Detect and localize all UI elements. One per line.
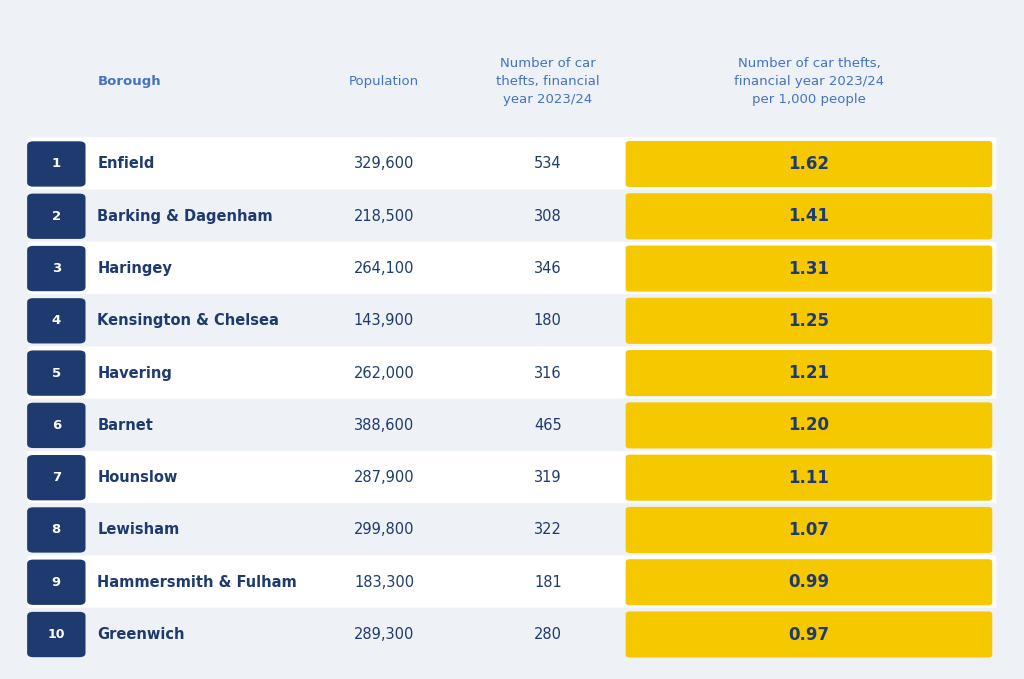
- FancyBboxPatch shape: [28, 399, 996, 452]
- FancyBboxPatch shape: [28, 350, 85, 396]
- Text: 143,900: 143,900: [354, 313, 414, 329]
- FancyBboxPatch shape: [626, 246, 992, 291]
- Text: 534: 534: [535, 156, 561, 172]
- Text: 280: 280: [534, 627, 562, 642]
- Text: 183,300: 183,300: [354, 574, 414, 590]
- Text: Haringey: Haringey: [97, 261, 172, 276]
- FancyBboxPatch shape: [28, 503, 996, 557]
- FancyBboxPatch shape: [28, 194, 85, 239]
- FancyBboxPatch shape: [28, 294, 996, 348]
- Text: Havering: Havering: [97, 365, 172, 381]
- Text: 180: 180: [534, 313, 562, 329]
- FancyBboxPatch shape: [28, 612, 85, 657]
- Text: 1: 1: [52, 158, 60, 170]
- Text: 319: 319: [535, 470, 561, 485]
- Text: Enfield: Enfield: [97, 156, 155, 172]
- FancyBboxPatch shape: [28, 451, 996, 504]
- FancyBboxPatch shape: [28, 559, 85, 605]
- FancyBboxPatch shape: [626, 455, 992, 500]
- Text: Kensington & Chelsea: Kensington & Chelsea: [97, 313, 280, 329]
- Text: 5: 5: [52, 367, 60, 380]
- Text: 1.11: 1.11: [788, 469, 829, 487]
- FancyBboxPatch shape: [28, 242, 996, 295]
- Text: 1.20: 1.20: [788, 416, 829, 435]
- Text: 10: 10: [47, 628, 66, 641]
- Text: 0.99: 0.99: [788, 573, 829, 591]
- Text: 218,500: 218,500: [353, 208, 415, 224]
- Text: 308: 308: [534, 208, 562, 224]
- Text: 316: 316: [535, 365, 561, 381]
- Text: Borough: Borough: [97, 75, 161, 88]
- Text: Greenwich: Greenwich: [97, 627, 184, 642]
- FancyBboxPatch shape: [28, 455, 85, 500]
- FancyBboxPatch shape: [28, 141, 85, 187]
- FancyBboxPatch shape: [28, 507, 85, 553]
- Text: 322: 322: [534, 522, 562, 538]
- Text: Hounslow: Hounslow: [97, 470, 177, 485]
- FancyBboxPatch shape: [626, 298, 992, 344]
- Text: Hammersmith & Fulham: Hammersmith & Fulham: [97, 574, 297, 590]
- Text: 1.31: 1.31: [788, 259, 829, 278]
- FancyBboxPatch shape: [626, 350, 992, 396]
- Text: 8: 8: [51, 524, 61, 536]
- Text: 329,600: 329,600: [354, 156, 414, 172]
- FancyBboxPatch shape: [28, 555, 996, 609]
- Text: 4: 4: [51, 314, 61, 327]
- FancyBboxPatch shape: [28, 137, 996, 191]
- FancyBboxPatch shape: [28, 346, 996, 400]
- Text: Barking & Dagenham: Barking & Dagenham: [97, 208, 273, 224]
- FancyBboxPatch shape: [28, 298, 85, 344]
- Text: Number of car thefts,
financial year 2023/24
per 1,000 people: Number of car thefts, financial year 202…: [734, 57, 884, 106]
- Text: 388,600: 388,600: [354, 418, 414, 433]
- FancyBboxPatch shape: [28, 608, 996, 661]
- FancyBboxPatch shape: [28, 403, 85, 448]
- Text: 262,000: 262,000: [353, 365, 415, 381]
- Text: 3: 3: [51, 262, 61, 275]
- Text: 7: 7: [52, 471, 60, 484]
- Text: 346: 346: [535, 261, 561, 276]
- Text: Population: Population: [349, 75, 419, 88]
- FancyBboxPatch shape: [28, 189, 996, 243]
- Text: 299,800: 299,800: [353, 522, 415, 538]
- Text: 2: 2: [52, 210, 60, 223]
- Text: Number of car
thefts, financial
year 2023/24: Number of car thefts, financial year 202…: [496, 57, 600, 106]
- FancyBboxPatch shape: [626, 141, 992, 187]
- Text: 1.41: 1.41: [788, 207, 829, 225]
- Text: 1.07: 1.07: [788, 521, 829, 539]
- FancyBboxPatch shape: [626, 559, 992, 605]
- Text: 1.25: 1.25: [788, 312, 829, 330]
- Text: 1.21: 1.21: [788, 364, 829, 382]
- FancyBboxPatch shape: [626, 403, 992, 448]
- FancyBboxPatch shape: [626, 194, 992, 239]
- FancyBboxPatch shape: [28, 246, 85, 291]
- Text: Lewisham: Lewisham: [97, 522, 179, 538]
- FancyBboxPatch shape: [626, 507, 992, 553]
- Text: 6: 6: [51, 419, 61, 432]
- Text: 1.62: 1.62: [788, 155, 829, 173]
- Text: 264,100: 264,100: [353, 261, 415, 276]
- Text: 0.97: 0.97: [788, 625, 829, 644]
- Text: Barnet: Barnet: [97, 418, 154, 433]
- Text: 9: 9: [52, 576, 60, 589]
- FancyBboxPatch shape: [626, 612, 992, 657]
- Text: 287,900: 287,900: [353, 470, 415, 485]
- Text: 465: 465: [534, 418, 562, 433]
- Text: 289,300: 289,300: [354, 627, 414, 642]
- Text: 181: 181: [534, 574, 562, 590]
